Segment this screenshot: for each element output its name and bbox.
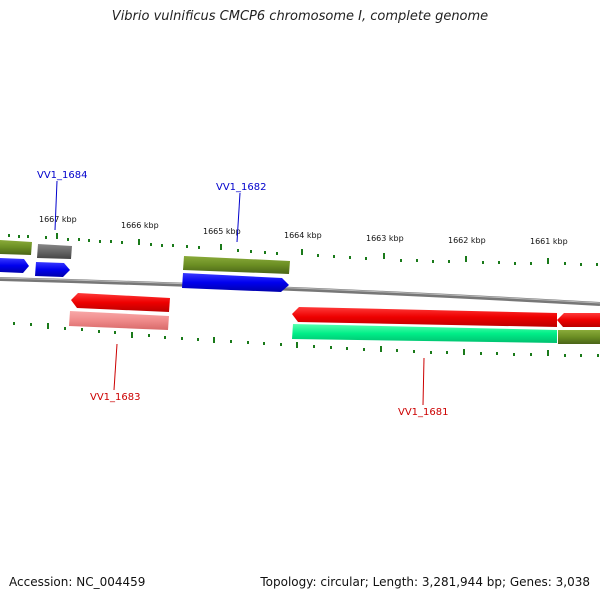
topology-text: Topology: circular; Length: 3,281,944 bp… [260,575,590,589]
gene-feature-vv1-1683[interactable] [69,311,169,330]
genome-backbone [0,277,600,306]
ruler-label: 1662 kbp [448,236,486,245]
gene-label-vv1-1682[interactable]: VV1_1682 [216,182,267,193]
gene-label-vv1-1683[interactable]: VV1_1683 [90,392,141,403]
cds-arrow-vv1-1682[interactable] [182,273,289,292]
ruler-label: 1664 kbp [284,231,322,240]
label-leader [236,192,241,243]
cds-arrow-vv1-1681[interactable] [292,307,557,327]
ruler-ticks-outer [8,233,598,266]
label-leader [54,180,58,231]
accession-text: Accession: NC_004459 [9,575,146,589]
gene-feature-vv1-1681[interactable] [292,324,557,343]
label-leader [113,343,118,391]
cds-arrow[interactable] [557,313,600,327]
ruler-label: 1661 kbp [530,237,568,246]
cds-arrow-vv1-1683[interactable] [71,293,170,312]
map-title: Vibrio vulnificus CMCP6 chromosome I, co… [111,9,489,24]
gene-feature-vv1-1684[interactable] [37,244,72,259]
gene-label-vv1-1684[interactable]: VV1_1684 [37,170,88,181]
gene-label-vv1-1681[interactable]: VV1_1681 [398,407,449,418]
cds-arrow[interactable] [0,258,29,273]
label-leader [422,357,425,406]
ruler-label: 1666 kbp [121,221,159,230]
gene-feature[interactable] [0,240,32,255]
ruler-ticks-inner [13,322,599,357]
gene-feature-vv1-1682[interactable] [183,256,290,274]
ruler-label: 1667 kbp [39,215,77,224]
gene-feature[interactable] [558,330,600,344]
ruler-label: 1665 kbp [203,227,241,236]
cds-arrow-vv1-1684[interactable] [35,262,70,277]
ruler-label: 1663 kbp [366,234,404,243]
